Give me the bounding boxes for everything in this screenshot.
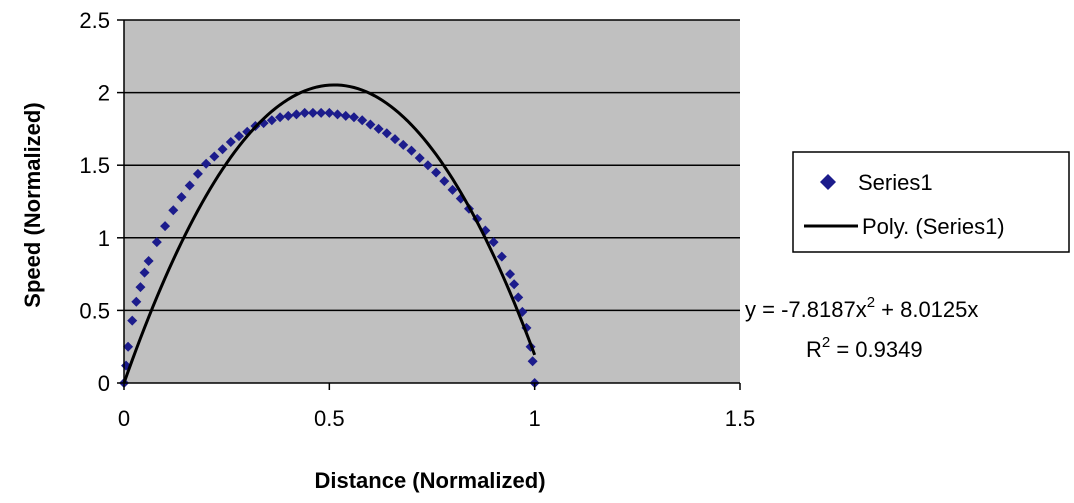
series1-point-44	[447, 184, 458, 195]
x-tick-label-0: 0	[118, 406, 130, 431]
series1-point-36	[381, 128, 392, 139]
series1-point-3	[127, 315, 138, 326]
series1-point-50	[496, 251, 507, 262]
series1-point-9	[160, 221, 171, 232]
y-axis-title: Speed (Normalized)	[20, 102, 45, 307]
series1-point-27	[307, 107, 318, 118]
trendline-poly-series1	[122, 83, 537, 384]
series1-point-40	[414, 152, 425, 163]
r-squared: R2 = 0.9349	[806, 334, 923, 362]
legend: Series1 Poly. (Series1)	[792, 151, 1070, 253]
x-axis-title: Distance (Normalized)	[314, 468, 545, 493]
r2-suffix: = 0.9349	[830, 337, 922, 362]
series1-point-15	[209, 151, 220, 162]
x-tick-label-3: 1.5	[725, 406, 756, 431]
series1-point-39	[406, 145, 417, 156]
series1-point-37	[390, 134, 401, 145]
series1-point-25	[291, 109, 302, 120]
series1-point-52	[509, 279, 520, 290]
series-layer	[119, 83, 540, 388]
series1-point-24	[283, 110, 294, 121]
series1-point-30	[332, 109, 343, 120]
series1-point-23	[275, 112, 286, 123]
equation-suffix: + 8.0125x	[875, 297, 978, 322]
plot-background	[124, 20, 740, 383]
x-tick-label-2: 1	[529, 406, 541, 431]
series1-point-5	[135, 282, 146, 293]
legend-box	[792, 151, 1070, 253]
series1-point-51	[505, 269, 516, 280]
legend-series1-marker	[820, 174, 836, 190]
series1-point-34	[365, 119, 376, 130]
series1-point-12	[184, 180, 195, 191]
equation-exponent: 2	[867, 294, 875, 311]
series1-point-41	[422, 160, 433, 171]
series1-point-17	[225, 136, 236, 147]
series1-point-32	[348, 112, 359, 123]
series1-point-18	[233, 131, 244, 142]
series1-point-42	[431, 167, 442, 178]
series1-point-53	[513, 292, 524, 303]
series1-point-57	[527, 356, 538, 367]
equation-prefix: y = -7.8187x	[745, 297, 867, 322]
r2-exponent: 2	[822, 334, 830, 351]
series1-point-31	[340, 110, 351, 121]
series1-point-35	[373, 123, 384, 134]
series1-point-49	[488, 237, 499, 248]
series1-point-22	[266, 115, 277, 126]
plot-area	[124, 20, 740, 383]
series1-point-14	[201, 158, 212, 169]
series1-point-16	[217, 144, 228, 155]
r2-prefix: R	[806, 337, 822, 362]
series1-point-6	[139, 267, 150, 278]
y-tick-label-1: 0.5	[79, 298, 110, 323]
y-tick-label-3: 1.5	[79, 153, 110, 178]
legend-series1-label: Series1	[858, 170, 933, 195]
series1-point-33	[357, 115, 368, 126]
series1-point-8	[151, 237, 162, 248]
series1-point-11	[176, 192, 187, 203]
series1-point-28	[316, 107, 327, 118]
series1-point-4	[131, 296, 142, 307]
series1-point-43	[439, 176, 450, 187]
series1-point-2	[123, 341, 134, 352]
series1-point-26	[299, 107, 310, 118]
axes	[117, 19, 741, 390]
y-tick-label-0: 0	[98, 371, 110, 396]
series1-point-38	[398, 139, 409, 150]
y-tick-label-5: 2.5	[79, 8, 110, 33]
y-tick-label-4: 2	[98, 81, 110, 106]
series1-point-13	[192, 168, 203, 179]
tick-labels: 0 0.5 1 1.5 2 2.5 0 0.5 1 1.5	[79, 8, 755, 431]
y-tick-label-2: 1	[98, 226, 110, 251]
series1-point-10	[168, 205, 179, 216]
series1-point-29	[324, 107, 335, 118]
series1-point-7	[143, 256, 154, 267]
trendline-equation: y = -7.8187x2 + 8.0125x	[745, 294, 978, 322]
x-tick-label-1: 0.5	[314, 406, 345, 431]
legend-trendline-label: Poly. (Series1)	[862, 214, 1005, 239]
